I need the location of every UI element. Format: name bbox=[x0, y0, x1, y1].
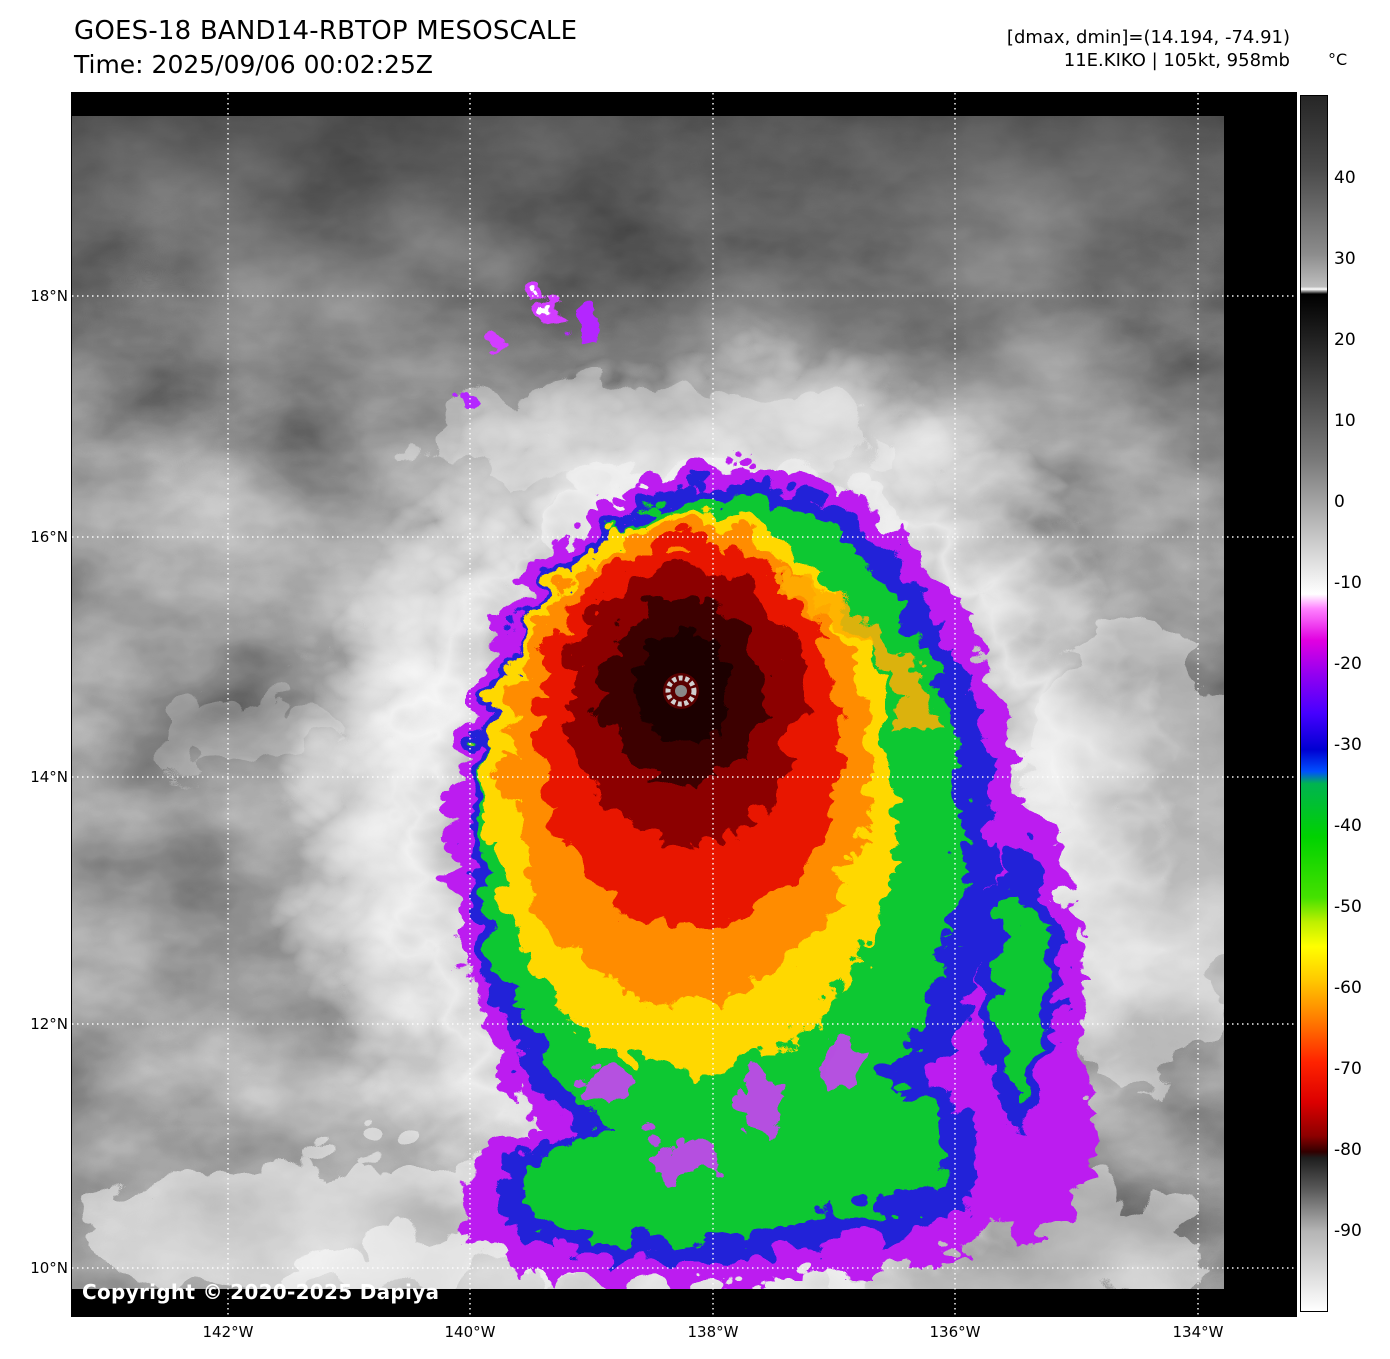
colorbar-tick-label: 40 bbox=[1334, 168, 1356, 188]
colorbar-tick-label: -60 bbox=[1334, 978, 1362, 998]
storm-info: 11E.KIKO | 105kt, 958mb bbox=[1063, 50, 1290, 71]
colorbar-tick-label: -70 bbox=[1334, 1059, 1362, 1079]
lat-label: 12°N bbox=[30, 1015, 68, 1033]
colorbar-unit-label: °C bbox=[1328, 50, 1348, 69]
colorbar-tick-label: 0 bbox=[1334, 492, 1345, 512]
product-title: GOES-18 BAND14-RBTOP MESOSCALE bbox=[74, 16, 578, 46]
south-shield-speckles bbox=[564, 1027, 852, 1171]
time-label: Time: 2025/09/06 00:02:25Z bbox=[74, 50, 433, 79]
hurricane bbox=[442, 282, 1082, 1283]
scan-margins bbox=[72, 93, 1296, 1316]
lon-label: 140°W bbox=[444, 1323, 496, 1341]
colorbar-tick-label: 10 bbox=[1334, 411, 1356, 431]
dmax-dmin-readout: [dmax, dmin]=(14.194, -74.91) bbox=[1006, 27, 1290, 48]
detached-cold-cells bbox=[453, 282, 583, 392]
copyright-watermark: Copyright © 2020-2025 Dapiya bbox=[82, 1280, 440, 1304]
lat-label: 18°N bbox=[30, 287, 68, 305]
hurricane-eye bbox=[663, 673, 699, 709]
colorbar-tick-label: -80 bbox=[1334, 1140, 1362, 1160]
lat-label: 14°N bbox=[30, 768, 68, 786]
cold-core bbox=[620, 617, 720, 729]
lon-label: 142°W bbox=[202, 1323, 254, 1341]
colorbar-tick-label: -50 bbox=[1334, 897, 1362, 917]
colorbar-tick-label: -90 bbox=[1334, 1221, 1362, 1241]
colorbar-tick-label: -30 bbox=[1334, 735, 1362, 755]
lon-label: 138°W bbox=[687, 1323, 739, 1341]
colorbar-tick-label: -40 bbox=[1334, 816, 1362, 836]
lat-label: 10°N bbox=[30, 1259, 68, 1277]
colorbar-tick-label: -20 bbox=[1334, 654, 1362, 674]
graticule bbox=[72, 93, 1296, 1316]
temperature-colorbar bbox=[1300, 95, 1328, 1312]
satellite-scene bbox=[72, 93, 1296, 1316]
lon-label: 136°W bbox=[929, 1323, 981, 1341]
colorbar-tick-label: 20 bbox=[1334, 330, 1356, 350]
lon-label: 134°W bbox=[1172, 1323, 1224, 1341]
colorbar-tick-label: -10 bbox=[1334, 573, 1362, 593]
lat-label: 16°N bbox=[30, 528, 68, 546]
satellite-image: Copyright © 2020-2025 Dapiya bbox=[71, 92, 1297, 1317]
colorbar-tick-label: 30 bbox=[1334, 249, 1356, 269]
